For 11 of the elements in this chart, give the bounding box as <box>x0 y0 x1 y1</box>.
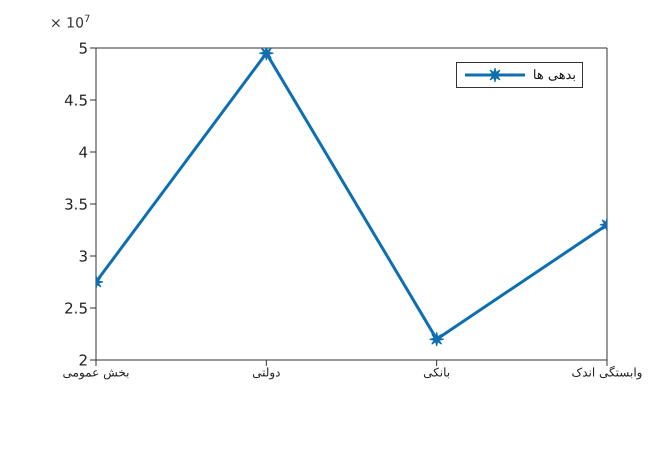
y-tick-label: 3 <box>78 247 88 266</box>
text: × 10$^{7}$ <box>50 14 90 32</box>
y-tick-label: 4.5 <box>64 91 88 110</box>
y-tick-label: 4 <box>78 143 88 162</box>
legend-label: بدهی ها <box>532 68 576 82</box>
y-tick-label: 2.5 <box>64 299 88 318</box>
x-tick-label: بانکی <box>423 366 450 380</box>
y-tick-label: 3.5 <box>64 195 88 214</box>
x-tick-label: وابستگی اندک <box>572 366 642 380</box>
x-tick-label: دولتی <box>252 366 281 380</box>
y-tick-label: 5 <box>78 39 88 58</box>
